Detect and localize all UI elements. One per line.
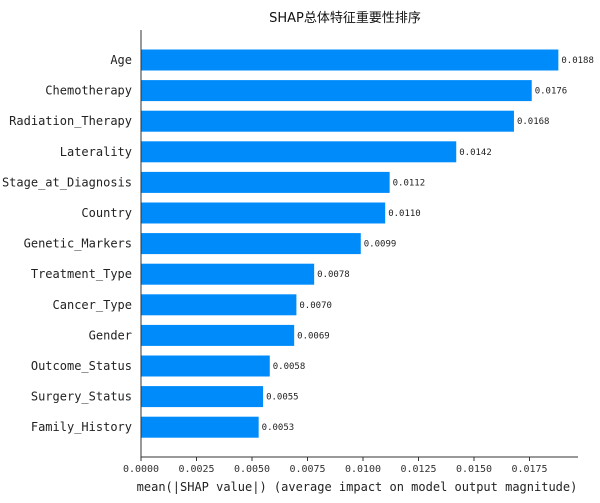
x-tick-label: 0.0150 (456, 464, 492, 475)
category-label: Chemotherapy (45, 84, 132, 98)
category-label: Surgery_Status (31, 390, 132, 404)
bar-Gender (141, 324, 295, 346)
data-label: 0.0058 (273, 362, 306, 372)
x-tick-label: 0.0075 (289, 464, 325, 475)
bar-Surgery_Status (141, 386, 264, 408)
bar-Treatment_Type (141, 263, 315, 285)
bar-Outcome_Status (141, 355, 270, 377)
x-tick-label: 0.0100 (345, 464, 381, 475)
category-label: Stage_at_Diagnosis (2, 175, 132, 189)
bar-Laterality (141, 141, 457, 163)
bar-Country (141, 202, 386, 224)
data-label: 0.0069 (297, 331, 330, 341)
chart-title: SHAP总体特征重要性排序 (269, 10, 421, 26)
bar-Radiation_Therapy (141, 110, 514, 132)
x-tick-label: 0.0025 (178, 464, 214, 475)
data-label: 0.0053 (262, 423, 295, 433)
category-label: Outcome_Status (31, 359, 132, 373)
x-tick-label: 0.0000 (123, 464, 159, 475)
data-label: 0.0176 (535, 87, 568, 97)
category-label: Treatment_Type (31, 267, 132, 281)
data-label: 0.0112 (393, 178, 426, 188)
x-tick-label: 0.0125 (400, 464, 436, 475)
data-label: 0.0078 (317, 270, 350, 280)
bar-Family_History (141, 416, 259, 438)
x-tick-label: 0.0050 (234, 464, 270, 475)
category-label: Cancer_Type (53, 298, 132, 312)
bar-Genetic_Markers (141, 233, 361, 255)
bar-Stage_at_Diagnosis (141, 171, 390, 193)
category-label: Family_History (31, 420, 132, 434)
category-label: Genetic_Markers (24, 237, 132, 251)
data-label: 0.0188 (561, 56, 594, 66)
x-tick-label: 0.0175 (511, 464, 547, 475)
data-label: 0.0055 (266, 393, 299, 403)
data-label: 0.0099 (364, 240, 397, 250)
data-label: 0.0168 (517, 117, 550, 127)
category-label: Laterality (60, 145, 132, 159)
bar-Cancer_Type (141, 294, 297, 316)
category-label: Age (110, 53, 132, 67)
data-label: 0.0142 (459, 148, 492, 158)
x-axis-label: mean(|SHAP value|) (average impact on mo… (137, 480, 578, 494)
bar-Chemotherapy (141, 80, 532, 102)
category-label: Country (81, 206, 132, 220)
category-label: Gender (89, 328, 132, 342)
data-label: 0.0110 (388, 209, 421, 219)
bar-Age (141, 49, 559, 71)
category-label: Radiation_Therapy (9, 114, 132, 128)
data-label: 0.0070 (299, 301, 332, 311)
